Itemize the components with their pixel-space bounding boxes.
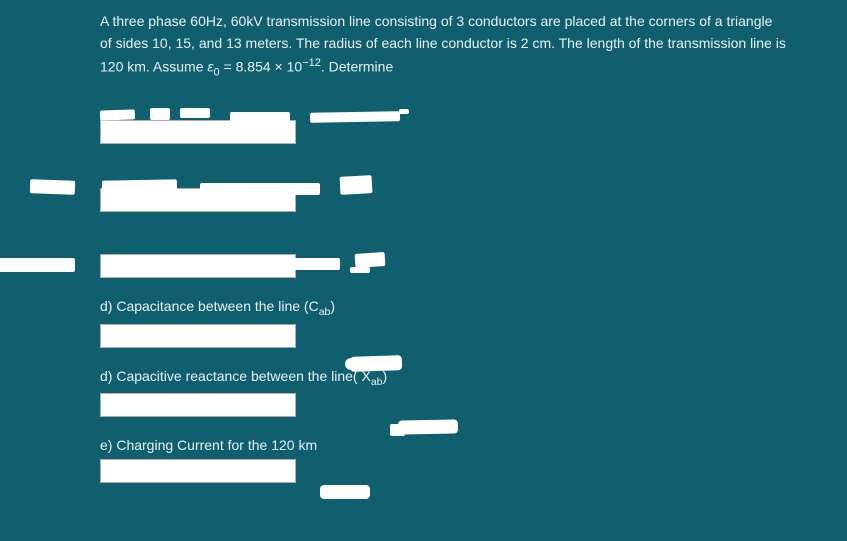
- whiteout-mark: [102, 179, 177, 194]
- answer-input-d-react[interactable]: [100, 393, 296, 417]
- problem-line-3: 120 km. Assume ε0 = 8.854 × 10−12. Deter…: [100, 55, 800, 82]
- problem-statement: A three phase 60Hz, 60kV transmission li…: [100, 10, 800, 82]
- whiteout-mark: [350, 267, 370, 273]
- question-a-block: [100, 120, 847, 144]
- problem-suffix: . Determine: [321, 58, 393, 74]
- problem-prefix: 120 km. Assume: [100, 58, 207, 74]
- epsilon-exponent: −12: [302, 57, 321, 69]
- d-cap-prefix: d) Capacitance between the line (C: [100, 298, 319, 314]
- answer-input-e[interactable]: [100, 459, 296, 483]
- question-d-react-label: d) Capacitive reactance between the line…: [100, 368, 847, 388]
- answer-input-d-cap[interactable]: [100, 324, 296, 348]
- answer-input-a[interactable]: [100, 120, 296, 144]
- d-cap-suffix: ): [330, 298, 335, 314]
- d-cap-sub: ab: [319, 306, 331, 318]
- problem-line-2: of sides 10, 15, and 13 meters. The radi…: [100, 32, 800, 54]
- d-react-prefix: d) Capacitive reactance between the line…: [100, 368, 371, 384]
- whiteout-mark: [399, 109, 409, 114]
- problem-line-1: A three phase 60Hz, 60kV transmission li…: [100, 10, 800, 32]
- question-d-cap-label: d) Capacitance between the line (Cab): [100, 298, 847, 318]
- whiteout-mark: [310, 111, 400, 123]
- whiteout-mark: [215, 124, 230, 129]
- question-d-reactance: d) Capacitive reactance between the line…: [100, 368, 847, 418]
- epsilon-value: = 8.854 × 10: [220, 58, 303, 74]
- whiteout-mark: [0, 258, 75, 272]
- question-e: e) Charging Current for the 120 km: [100, 437, 847, 483]
- whiteout-mark: [150, 108, 170, 120]
- whiteout-mark: [105, 255, 245, 271]
- whiteout-mark: [230, 112, 290, 122]
- whiteout-mark: [100, 109, 135, 120]
- whiteout-mark: [30, 179, 75, 195]
- question-e-label: e) Charging Current for the 120 km: [100, 437, 847, 453]
- whiteout-mark: [390, 424, 405, 436]
- whiteout-mark: [398, 419, 458, 434]
- whiteout-mark: [355, 252, 386, 268]
- whiteout-mark: [320, 485, 370, 499]
- whiteout-mark: [340, 175, 373, 195]
- whiteout-mark: [345, 358, 357, 370]
- d-react-sub: ab: [371, 375, 383, 387]
- whiteout-mark: [260, 258, 340, 270]
- whiteout-mark: [200, 183, 320, 195]
- whiteout-mark: [180, 108, 210, 118]
- question-d-capacitance: d) Capacitance between the line (Cab): [100, 298, 847, 348]
- whiteout-mark: [350, 355, 402, 372]
